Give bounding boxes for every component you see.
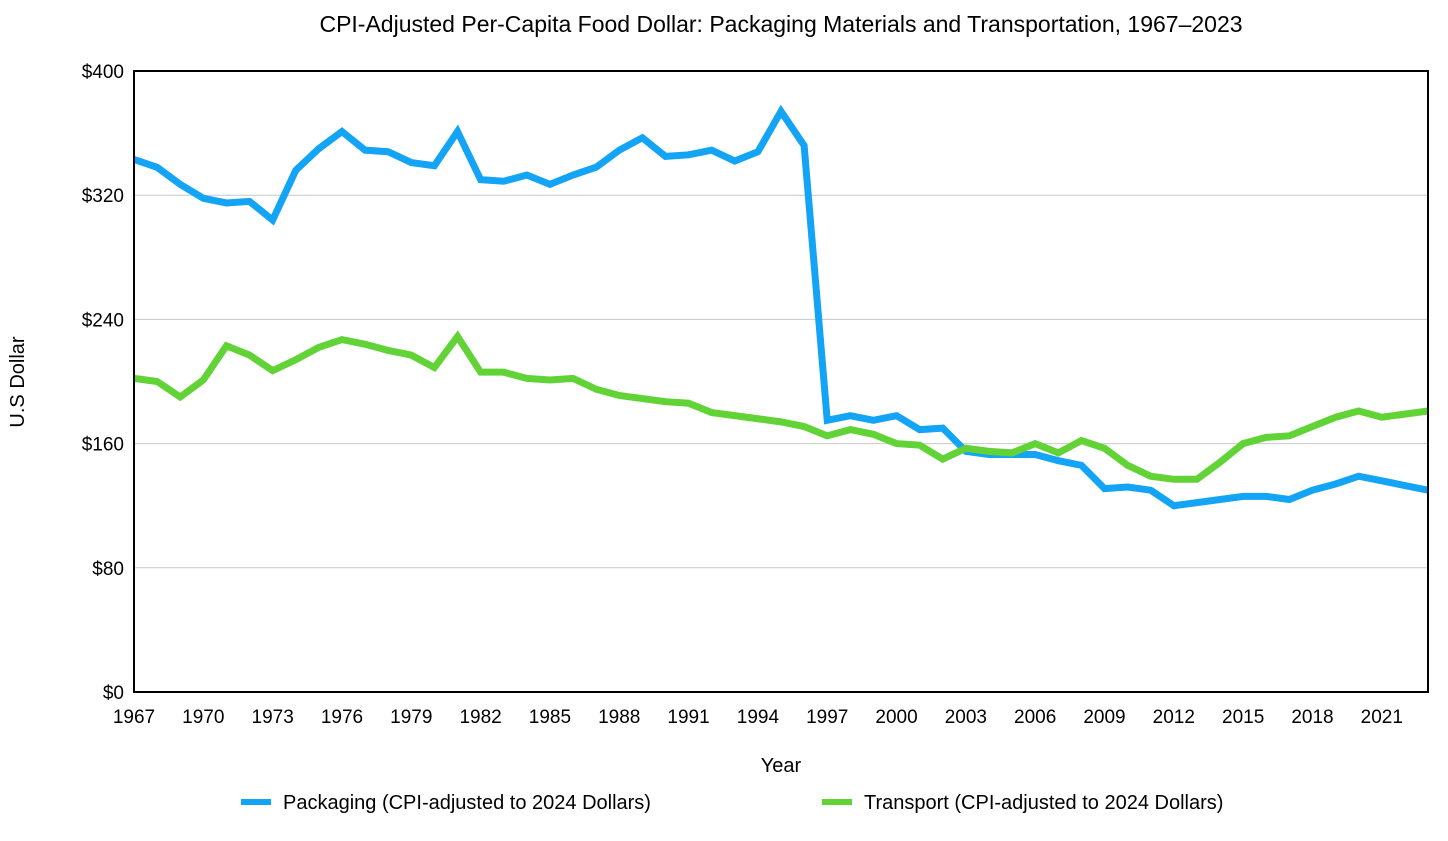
y-tick-label: $160 <box>82 435 124 456</box>
x-tick-label: 1988 <box>598 707 640 728</box>
x-tick-label: 1985 <box>529 707 571 728</box>
legend-label-transport: Transport (CPI-adjusted to 2024 Dollars) <box>864 792 1223 814</box>
chart-title: CPI-Adjusted Per-Capita Food Dollar: Pac… <box>319 11 1242 37</box>
x-tick-label: 1982 <box>459 707 501 728</box>
x-tick-label: 1991 <box>667 707 709 728</box>
x-tick-label: 1997 <box>806 707 848 728</box>
x-tick-label: 2021 <box>1361 707 1403 728</box>
y-tick-label: $240 <box>82 310 124 331</box>
series-points-1 <box>134 336 1428 479</box>
x-tick-label: 2018 <box>1291 707 1333 728</box>
x-axis-ticks: 1967 1970 1973 1976 1979 1982 1985 1988 1991 1994… <box>113 707 1403 728</box>
x-tick-label: 2000 <box>875 707 917 728</box>
series-line-packaging <box>134 111 1428 505</box>
series-lines <box>134 111 1428 506</box>
x-tick-label: 2012 <box>1153 707 1195 728</box>
y-tick-label: $400 <box>82 62 124 83</box>
x-tick-label: 1979 <box>390 707 432 728</box>
x-tick-label: 2009 <box>1083 707 1125 728</box>
x-tick-label: 1973 <box>252 707 294 728</box>
x-tick-label: 1976 <box>321 707 363 728</box>
x-tick-label: 1970 <box>182 707 224 728</box>
y-axis-ticks: $0 $80 $160 $240 $320 $400 <box>82 62 124 704</box>
x-axis-label: Year <box>761 755 802 777</box>
x-tick-label: 2003 <box>945 707 987 728</box>
y-tick-label: $80 <box>92 559 124 580</box>
y-tick-label: $0 <box>103 683 124 704</box>
legend: Packaging (CPI-adjusted to 2024 Dollars)… <box>241 792 1223 814</box>
x-tick-label: 1967 <box>113 707 155 728</box>
gridlines <box>134 195 1428 568</box>
x-tick-label: 2015 <box>1222 707 1264 728</box>
legend-label-packaging: Packaging (CPI-adjusted to 2024 Dollars) <box>283 792 651 814</box>
plot-frame <box>134 71 1428 692</box>
series-line-transport <box>134 336 1428 479</box>
x-tick-label: 2006 <box>1014 707 1056 728</box>
y-axis-label: U.S Dollar <box>7 336 29 427</box>
y-tick-label: $320 <box>82 186 124 207</box>
x-tick-label: 1994 <box>737 707 780 728</box>
